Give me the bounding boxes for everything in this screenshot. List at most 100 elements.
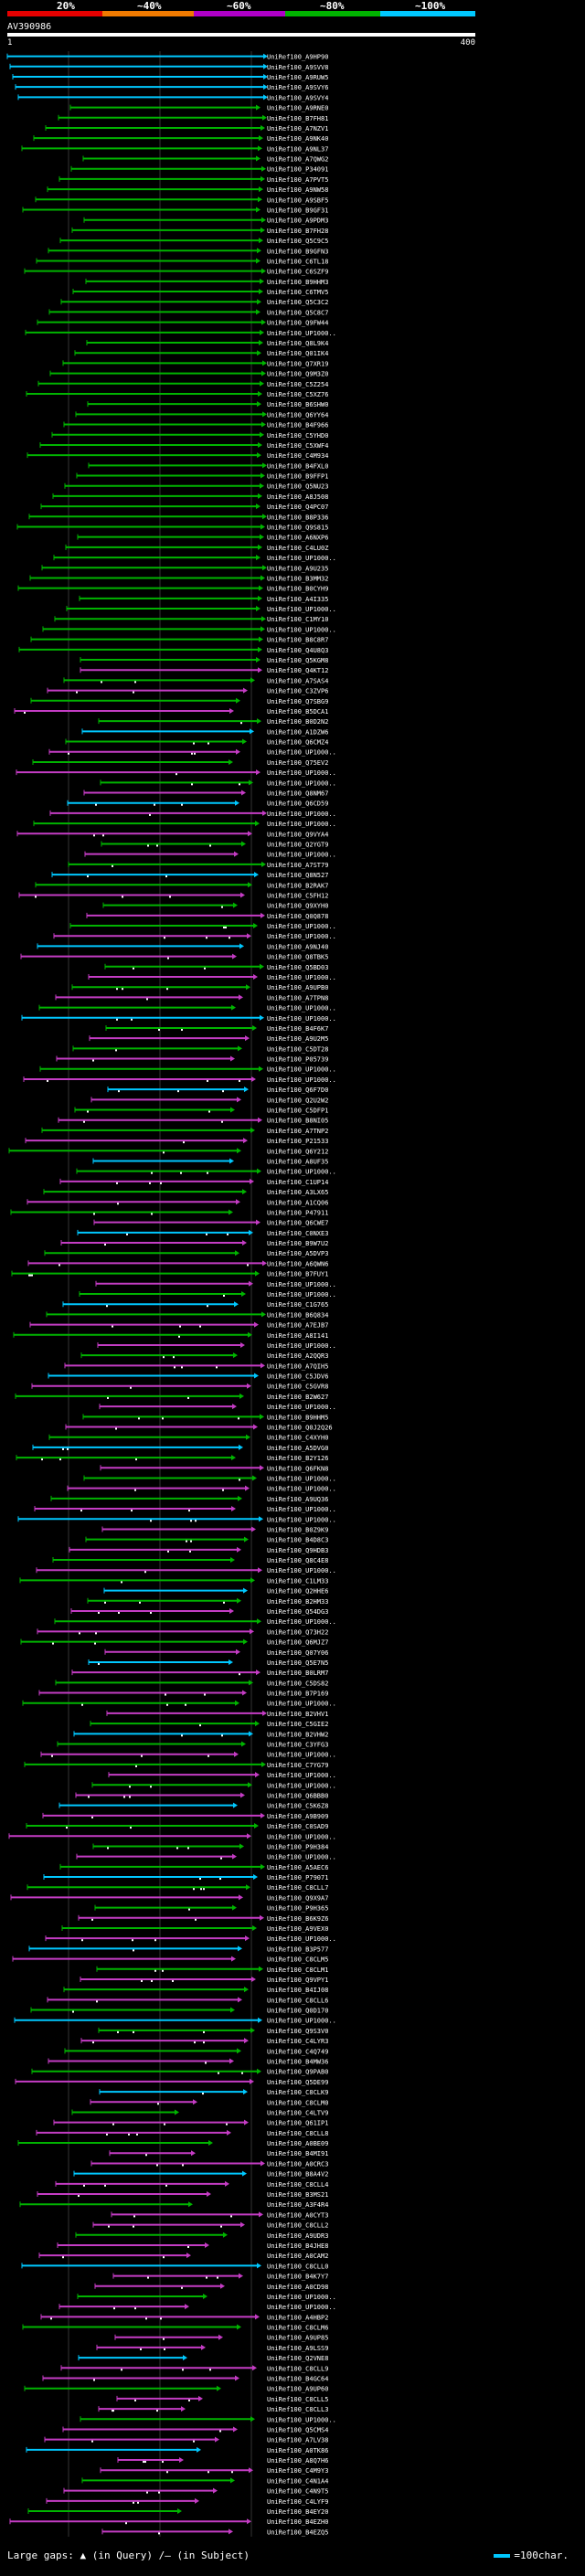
hit-row[interactable]: UniRef100_Q2HHE6 [103,1587,328,1595]
hit-label[interactable]: UniRef100_B4K7Y7 [267,2274,328,2281]
hit-row[interactable]: UniRef100_C8CLL3 [98,2406,328,2413]
hit-row[interactable]: UniRef100_B6Q834 [46,1311,328,1319]
hit-row[interactable]: UniRef100_A0CYT3 [111,2211,328,2219]
hit-label[interactable]: UniRef100_C8CLK9 [267,2089,328,2096]
hit-label[interactable]: UniRef100_P9H365 [267,1905,328,1913]
hit-label[interactable]: UniRef100_A6QWN6 [267,1260,328,1267]
hit-row[interactable]: UniRef100_UP1000.. [25,329,336,337]
hit-row[interactable]: UniRef100_C5JDV6 [48,1373,328,1381]
hit-label[interactable]: UniRef100_Q5KGM8 [267,657,328,664]
hit-label[interactable]: UniRef100_Q8NM67 [267,790,328,798]
hit-row[interactable]: UniRef100_A7ST79 [68,861,328,869]
hit-row[interactable]: UniRef100_Q6Y212 [8,1148,328,1155]
hit-label[interactable]: UniRef100_Q5DE99 [267,2079,328,2086]
hit-row[interactable]: UniRef100_Q9S815 [16,524,328,531]
hit-label[interactable]: UniRef100_P05739 [267,1056,328,1064]
hit-label[interactable]: UniRef100_UP1000.. [267,1516,336,1523]
hit-row[interactable]: UniRef100_Q54DG3 [70,1607,328,1616]
hit-row[interactable]: UniRef100_C4LYF9 [46,2497,328,2506]
hit-label[interactable]: UniRef100_UP1000.. [267,1015,336,1023]
hit-label[interactable]: UniRef100_A7NZV1 [267,125,328,133]
hit-row[interactable]: UniRef100_Q61IP1 [53,2119,328,2127]
hit-label[interactable]: UniRef100_C5XZ76 [267,391,328,398]
hit-label[interactable]: UniRef100_C7YG79 [267,1762,328,1769]
hit-row[interactable]: UniRef100_C4XYH0 [48,1434,328,1442]
hit-row[interactable]: UniRef100_Q6F7D0 [107,1087,328,1094]
hit-label[interactable]: UniRef100_A9SVV8 [267,64,328,71]
hit-label[interactable]: UniRef100_Q6FKN8 [267,1465,328,1472]
hit-label[interactable]: UniRef100_C5XWF4 [267,442,328,450]
hit-label[interactable]: UniRef100_C5K6Z8 [267,1803,328,1810]
hit-row[interactable]: UniRef100_C6SZF9 [24,268,328,276]
hit-row[interactable]: UniRef100_A9UQ36 [50,1495,328,1503]
hit-label[interactable]: UniRef100_Q5C3C2 [267,299,328,306]
hit-row[interactable]: UniRef100_UP1000.. [108,1772,336,1779]
hit-row[interactable]: UniRef100_B4EZH0 [9,2518,328,2526]
hit-label[interactable]: UniRef100_A0CRC3 [267,2160,328,2168]
hit-row[interactable]: UniRef100_B2VHW2 [73,1731,328,1738]
hit-label[interactable]: UniRef100_A0TK86 [267,2447,328,2454]
hit-label[interactable]: UniRef100_A8Q7H6 [267,2457,328,2465]
hit-row[interactable]: UniRef100_A9U2M5 [89,1035,328,1043]
hit-row[interactable]: UniRef100_A1CQ06 [27,1199,328,1206]
hit-row[interactable]: UniRef100_B4D8C3 [85,1536,328,1544]
hit-label[interactable]: UniRef100_Q8TBK5 [267,954,328,961]
hit-row[interactable]: UniRef100_Q4KT12 [80,667,328,674]
hit-label[interactable]: UniRef100_A7QWG2 [267,156,328,164]
hit-label[interactable]: UniRef100_B3MM32 [267,575,328,582]
hit-label[interactable]: UniRef100_A3LX65 [267,1189,328,1196]
hit-row[interactable]: UniRef100_UP1000.. [8,1833,336,1840]
hit-label[interactable]: UniRef100_UP1000.. [267,2304,336,2311]
hit-row[interactable]: UniRef100_P05739 [56,1055,328,1064]
hit-row[interactable]: UniRef100_Q01IK4 [74,350,328,357]
hit-row[interactable]: UniRef100_B2VHV1 [106,1710,328,1718]
hit-row[interactable]: UniRef100_A7NZV1 [45,124,328,133]
hit-row[interactable]: UniRef100_UP1000.. [36,1567,336,1574]
hit-row[interactable]: UniRef100_A3F4R4 [19,2201,328,2209]
hit-label[interactable]: UniRef100_B9HHM3 [267,279,328,286]
hit-label[interactable]: UniRef100_Q9S815 [267,524,328,531]
hit-label[interactable]: UniRef100_A9UDR3 [267,2232,328,2240]
hit-label[interactable]: UniRef100_A9UP60 [267,2386,328,2393]
hit-label[interactable]: UniRef100_UP1000.. [267,1752,336,1759]
hit-row[interactable]: UniRef100_C8CLL2 [92,2221,328,2230]
hit-label[interactable]: UniRef100_A9U235 [267,565,328,572]
hit-label[interactable]: UniRef100_UP1000.. [267,974,336,981]
hit-label[interactable]: UniRef100_UP1000.. [267,626,336,633]
hit-label[interactable]: UniRef100_A5DVG0 [267,1445,328,1452]
hit-label[interactable]: UniRef100_A2QQR3 [267,1352,328,1360]
hit-row[interactable]: UniRef100_Q9S3V0 [98,2027,328,2035]
hit-row[interactable]: UniRef100_C8CLL9 [60,2365,328,2372]
hit-row[interactable]: UniRef100_B9W7U2 [60,1240,328,1247]
hit-row[interactable]: UniRef100_C4LTV9 [71,2109,328,2116]
hit-row[interactable]: UniRef100_C8CLL6 [47,1997,328,2004]
hit-row[interactable]: UniRef100_Q9VPY1 [80,1976,328,1984]
hit-row[interactable]: UniRef100_Q4PC07 [40,504,328,511]
hit-row[interactable]: UniRef100_B4GC64 [42,2375,328,2383]
hit-row[interactable]: UniRef100_Q8NM67 [83,790,328,798]
hit-row[interactable]: UniRef100_A9NK40 [33,135,328,143]
hit-label[interactable]: UniRef100_UP1000.. [267,330,336,337]
hit-row[interactable]: UniRef100_Q2YGT9 [101,841,328,848]
hit-label[interactable]: UniRef100_Q2VNE8 [267,2355,328,2362]
hit-label[interactable]: UniRef100_B3P577 [267,1945,328,1953]
hit-row[interactable]: UniRef100_A9HP90 [6,53,328,61]
hit-row[interactable]: UniRef100_Q6BBB0 [75,1792,328,1799]
hit-label[interactable]: UniRef100_Q0D170 [267,2008,328,2015]
hit-label[interactable]: UniRef100_C4XYH0 [267,1435,328,1442]
hit-label[interactable]: UniRef100_C3YFG3 [267,1742,328,1749]
hit-label[interactable]: UniRef100_UP1000.. [267,1342,336,1350]
hit-row[interactable]: UniRef100_B4IJ08 [63,1987,328,1994]
hit-row[interactable]: UniRef100_Q9X9A7 [10,1894,328,1902]
hit-row[interactable]: UniRef100_Q5KGM8 [80,657,328,664]
hit-label[interactable]: UniRef100_A5DVP3 [267,1250,328,1257]
hit-row[interactable]: UniRef100_A7QIH5 [64,1362,328,1370]
hit-label[interactable]: UniRef100_A7TNP2 [267,1128,328,1135]
hit-label[interactable]: UniRef100_B2Y126 [267,1455,328,1462]
hit-row[interactable]: UniRef100_A9UP85 [114,2334,328,2342]
hit-row[interactable]: UniRef100_A0CAM2 [38,2253,328,2260]
hit-row[interactable]: UniRef100_A9U235 [41,565,328,572]
hit-row[interactable]: UniRef100_A5DVG0 [32,1444,328,1452]
hit-label[interactable]: UniRef100_B2VHW2 [267,1731,328,1738]
hit-row[interactable]: UniRef100_B3MM32 [29,575,328,582]
